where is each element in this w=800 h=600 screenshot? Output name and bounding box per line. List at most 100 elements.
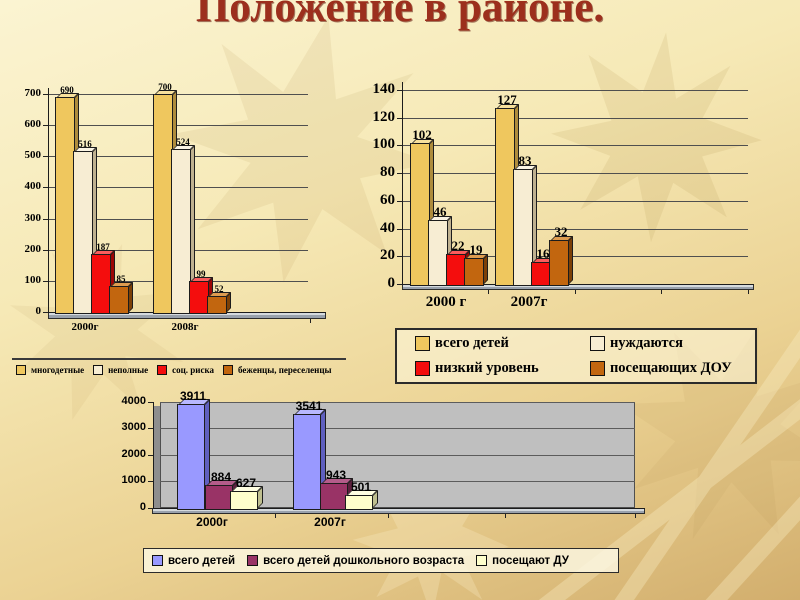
- bar-value-label: 501: [350, 480, 372, 494]
- y-axis-label: 200: [24, 243, 42, 255]
- y-axis-tick: [43, 281, 48, 282]
- y-axis-label: 3000: [121, 421, 146, 433]
- bar-families-s2-c0: [91, 254, 111, 314]
- gridline: [402, 256, 748, 257]
- bar-children-s0-c1: [293, 414, 321, 510]
- gridline: [48, 125, 308, 126]
- y-axis-label: 40: [380, 220, 395, 236]
- bar-needs-s3-c0: [464, 258, 484, 286]
- bar-value-label: 884: [210, 470, 232, 484]
- y-axis-label: 140: [372, 81, 396, 97]
- bar-needs-s3-c1: [549, 240, 569, 286]
- bar-value-label: 943: [325, 468, 347, 482]
- y-axis-tick: [397, 118, 402, 119]
- x-axis-tick: [275, 514, 276, 518]
- gridline: [402, 229, 748, 230]
- bar-value-label: 627: [235, 476, 257, 490]
- y-axis-tick: [148, 428, 153, 429]
- gridline: [160, 428, 635, 429]
- legend-label: посещающих ДОУ: [609, 360, 732, 376]
- bar-value-label: 85: [116, 274, 126, 284]
- y-axis-label: 300: [24, 212, 42, 224]
- legend-item: посещающих ДОУ: [589, 360, 749, 377]
- y-axis-tick: [397, 173, 402, 174]
- chart-needs: всего детей нуждаются низкий уровень посеща…: [368, 62, 768, 388]
- x-axis-tick: [661, 290, 662, 294]
- bar-needs-s0-c0: [410, 143, 430, 286]
- legend-label: соц. риска: [172, 365, 215, 375]
- y-axis-tick: [43, 125, 48, 126]
- y-axis-tick: [148, 455, 153, 456]
- legend-item: неполные: [93, 365, 148, 375]
- gridline: [48, 94, 308, 95]
- y-axis-label: 1000: [121, 474, 146, 486]
- y-axis-label: 600: [24, 118, 42, 130]
- y-axis-tick: [148, 481, 153, 482]
- legend-label: всего детей дошкольного возраста: [263, 554, 465, 567]
- x-axis-tick: [748, 290, 749, 294]
- legend-swatch: [589, 361, 605, 376]
- x-axis-line: [153, 508, 645, 509]
- bar-families-s3-c0: [109, 286, 129, 314]
- category-label: 2000г: [71, 321, 99, 333]
- x-axis-tick: [388, 514, 389, 518]
- category-label: 2007г: [510, 294, 548, 310]
- y-axis-label: 4000: [121, 395, 146, 407]
- legend-item: всего детей: [415, 335, 590, 352]
- bar-needs-s2-c1: [531, 262, 551, 286]
- bar-value-label: 3541: [295, 399, 323, 413]
- y-axis-tick: [43, 94, 48, 95]
- y-axis-label: 2000: [121, 448, 146, 460]
- bar-value-label: 46: [433, 204, 447, 219]
- y-axis-label: 0: [387, 275, 396, 291]
- y-axis-tick: [397, 256, 402, 257]
- y-axis-label: 700: [24, 87, 42, 99]
- chart-needs-legend: всего детей нуждаются низкий уровень посеща…: [395, 328, 757, 384]
- chart-families-legend: многодетные неполные соц. риска беженцы, пе…: [12, 358, 346, 375]
- y-axis-tick: [43, 250, 48, 251]
- bar-children-s2-c1: [345, 495, 373, 510]
- bar-children-s2-c0: [230, 491, 258, 510]
- gridline: [402, 201, 748, 202]
- bar-families-s0-c0: [55, 97, 75, 314]
- gridline: [160, 455, 635, 456]
- bar-families-s0-c1: [153, 94, 173, 314]
- bar-value-label: 127: [497, 92, 517, 107]
- bar-needs-s1-c0: [428, 220, 448, 286]
- bar-value-label: 32: [554, 224, 568, 239]
- legend-item: соц. риска: [157, 365, 214, 375]
- bar-children-s1-c0: [205, 485, 233, 510]
- legend-swatch: [415, 361, 430, 376]
- category-label: 2008г: [171, 321, 199, 333]
- y-axis-label: 60: [380, 192, 395, 208]
- y-axis-line: [153, 402, 154, 508]
- legend-swatch: [157, 365, 168, 375]
- y-axis-label: 120: [372, 109, 396, 125]
- y-axis-tick: [43, 312, 48, 313]
- bar-value-label: 52: [214, 284, 224, 294]
- category-label: 2007г: [314, 515, 346, 529]
- y-axis-label: 500: [24, 149, 42, 161]
- legend-swatch: [93, 365, 104, 375]
- bar-value-label: 3911: [179, 389, 207, 403]
- bar-families-s1-c0: [73, 151, 93, 314]
- y-axis-label: 100: [24, 274, 42, 286]
- y-axis-tick: [43, 187, 48, 188]
- legend-swatch: [223, 365, 234, 375]
- gridline: [402, 118, 748, 119]
- y-axis-tick: [148, 508, 153, 509]
- legend-label: всего детей: [435, 335, 509, 351]
- gridline: [402, 145, 748, 146]
- legend-label: посещают ДУ: [492, 554, 569, 567]
- chart-children: всего детей всего детей дошкольного возра…: [100, 389, 650, 582]
- legend-label: низкий уровень: [435, 360, 539, 376]
- bar-value-label: 22: [451, 238, 465, 253]
- legend-label: всего детей: [168, 554, 236, 567]
- x-axis-tick: [575, 290, 576, 294]
- legend-swatch: [16, 365, 26, 375]
- y-axis-label: 20: [380, 247, 395, 263]
- legend-item: низкий уровень: [415, 360, 590, 377]
- legend-item: нуждаются: [589, 335, 749, 352]
- category-label: 2000г: [196, 515, 228, 529]
